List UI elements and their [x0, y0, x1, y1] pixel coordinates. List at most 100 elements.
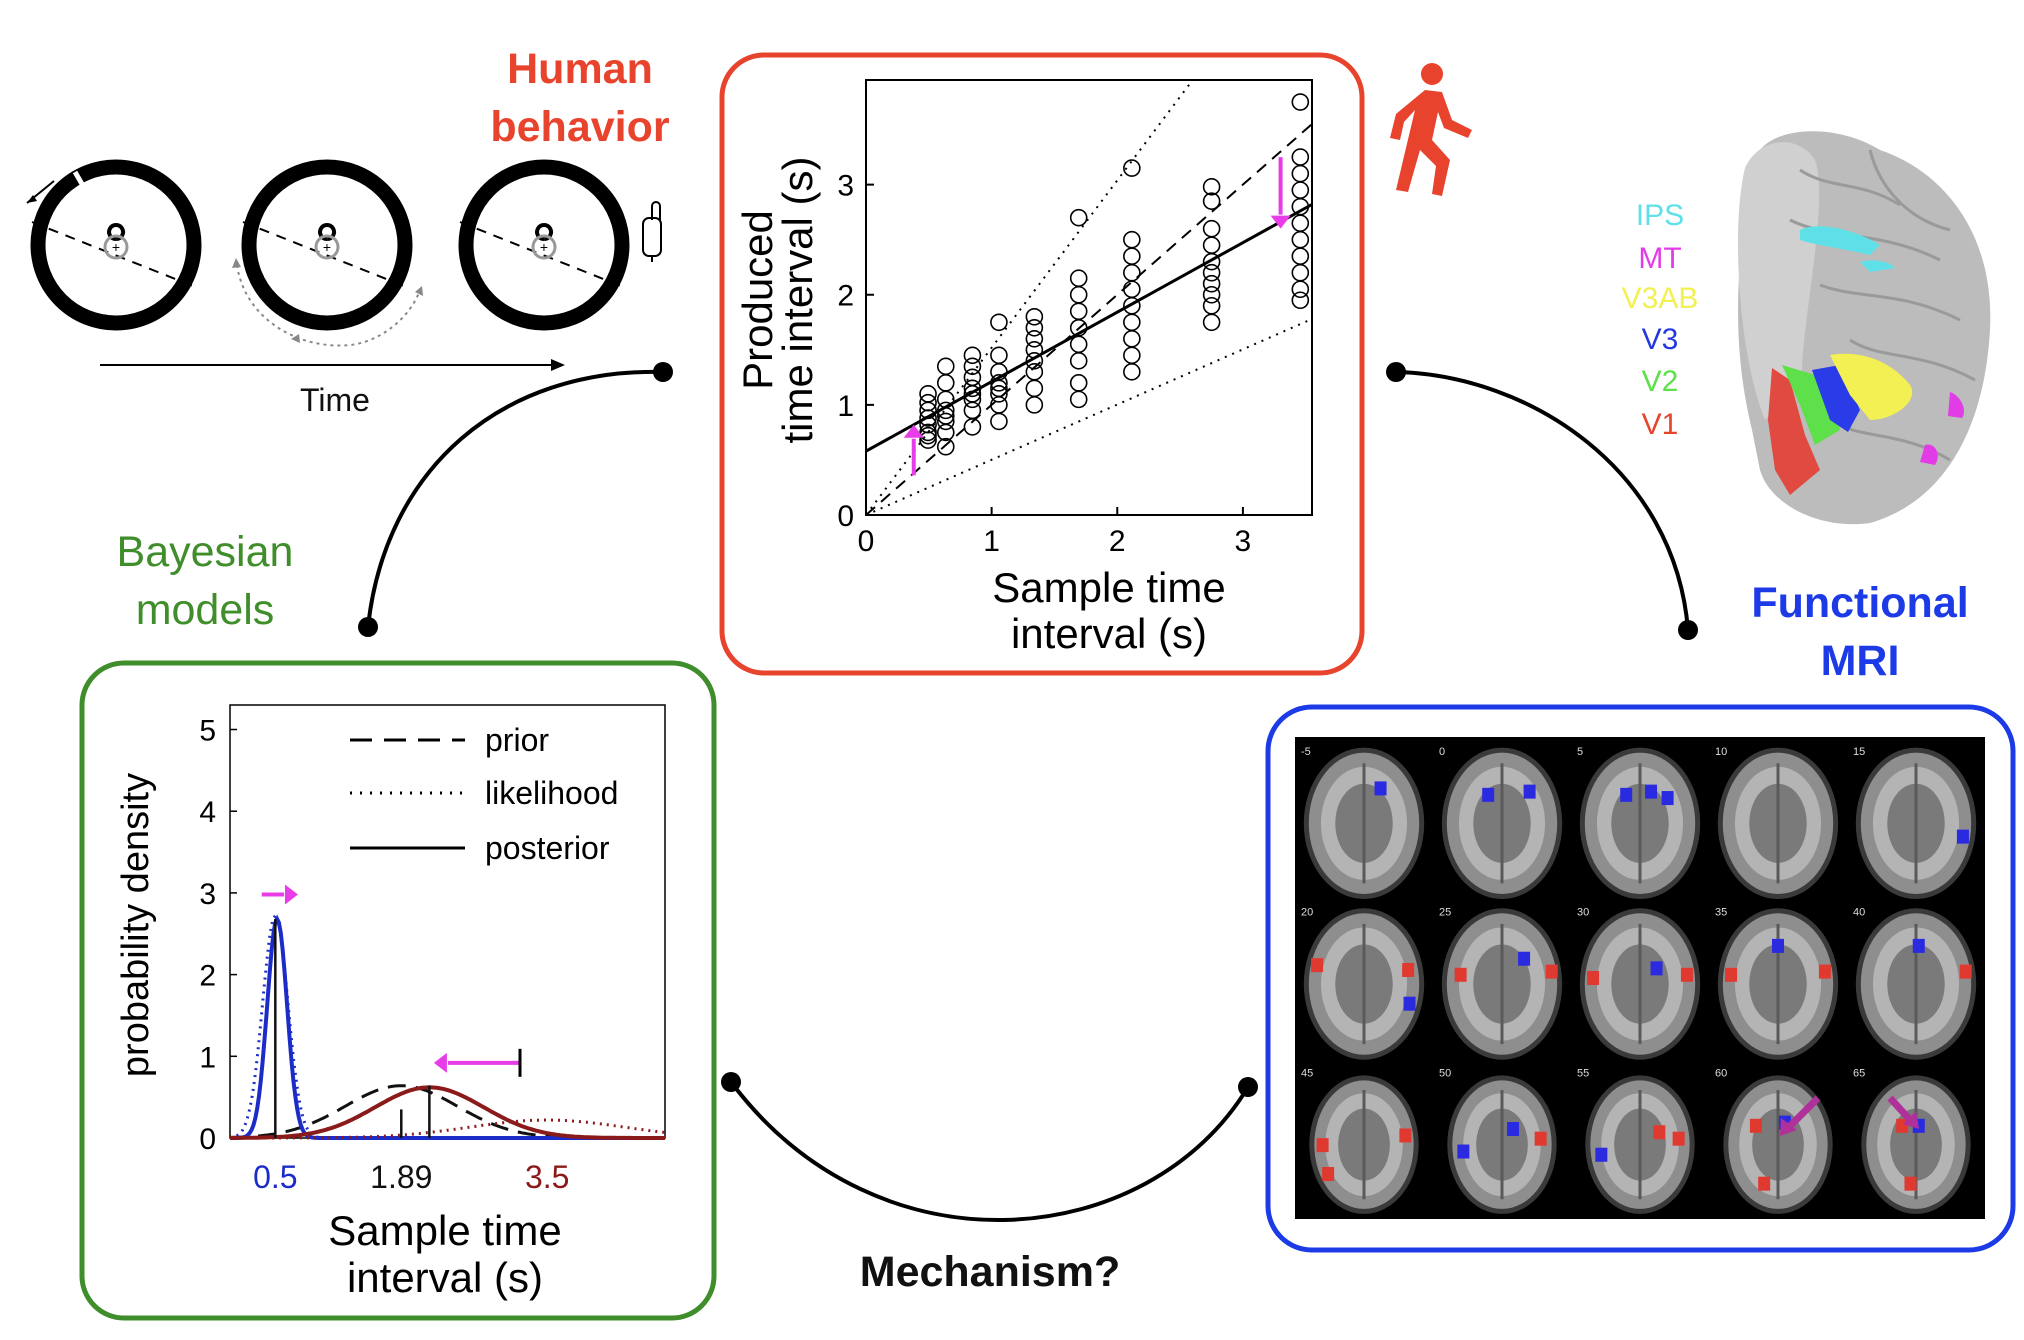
data-point	[963, 346, 982, 365]
red-activation	[1454, 967, 1467, 982]
x-tick-label: 3.5	[525, 1159, 569, 1195]
data-point	[1025, 307, 1044, 326]
mechanism-label: Mechanism?	[859, 1248, 1121, 1296]
fmri-slice-label: 0	[1439, 746, 1445, 758]
curve-likelihood-3	[230, 1118, 666, 1140]
arrow-head	[1903, 1111, 1919, 1129]
red-activation	[1311, 958, 1324, 973]
data-point	[1025, 363, 1044, 381]
connector-behavior-to-fmri	[1395, 370, 1690, 631]
red-activation	[1322, 1167, 1335, 1182]
fmri-slice-label: 30	[1577, 907, 1589, 919]
data-point	[1123, 247, 1141, 266]
data-point	[919, 393, 937, 412]
roi-v3ab	[1830, 353, 1913, 420]
data-point	[990, 346, 1008, 365]
data-point	[1123, 263, 1141, 282]
data-point	[990, 313, 1008, 332]
fmri-slice: 30	[1577, 907, 1701, 1060]
data-point	[1291, 164, 1310, 183]
fmri-panel-border	[1265, 704, 2016, 1253]
blue-activation	[1507, 1122, 1520, 1137]
roi-v3	[1812, 365, 1860, 432]
task-ring-1: +	[26, 159, 202, 331]
arrow-head	[1780, 1118, 1797, 1136]
data-point	[1123, 230, 1141, 249]
data-point	[919, 385, 937, 403]
data-point	[936, 401, 955, 420]
red-activation	[1672, 1131, 1685, 1146]
y-tick-label: 0	[199, 1123, 216, 1156]
roi-label-ips: IPS	[1636, 199, 1684, 232]
blue-activation	[1956, 829, 1969, 844]
legend-label-likelihood: likelihood	[485, 775, 618, 811]
data-point	[936, 407, 955, 425]
data-point	[936, 390, 955, 409]
blue-activation	[1912, 938, 1925, 953]
data-point	[1123, 159, 1141, 177]
data-point	[963, 385, 982, 403]
fmri-slice-label: 35	[1715, 907, 1727, 919]
fmri-slice: 50	[1439, 1067, 1557, 1214]
connector-bayes-to-behavior	[366, 369, 664, 628]
data-point	[1202, 263, 1221, 282]
blue-activation	[1595, 1147, 1608, 1162]
fmri-slice: 55	[1577, 1067, 1695, 1214]
data-point	[1202, 219, 1221, 238]
y-tick-label: 5	[199, 715, 216, 748]
task-ring-2: +	[232, 159, 423, 347]
arrow-head	[903, 424, 924, 438]
data-point	[1069, 390, 1088, 409]
data-point	[1025, 352, 1044, 370]
behavior-panel-border	[719, 52, 1365, 676]
data-point	[936, 437, 955, 456]
data-point	[1202, 274, 1221, 293]
roi-label-v3: V3	[1642, 323, 1679, 356]
data-point	[1069, 302, 1088, 321]
fmri-slice-label: 10	[1715, 746, 1727, 758]
fmri-slice-label: 20	[1301, 907, 1313, 919]
data-point	[1025, 318, 1044, 337]
bayes-y-label: probability density	[115, 773, 157, 1077]
bayes-x-label-line2: interval (s)	[347, 1254, 543, 1301]
data-point	[1123, 329, 1141, 348]
roi-label-v1: V1	[1642, 408, 1679, 441]
time-axis-label: Time	[300, 382, 370, 418]
fmri-slice-label: 50	[1439, 1067, 1451, 1079]
data-point	[1202, 236, 1221, 254]
data-point	[1202, 296, 1221, 315]
red-activation	[1749, 1118, 1762, 1133]
bayesian-models-title: Bayesian models	[90, 523, 320, 639]
curve-likelihood-1	[229, 913, 665, 1140]
blue-activation	[1650, 961, 1663, 976]
curve-posterior-2	[230, 914, 665, 1140]
behavior-y-label-line1: Produced	[734, 210, 781, 390]
fmri-slice: 10	[1715, 746, 1839, 900]
fmri-slice-label: 45	[1301, 1067, 1313, 1079]
x-tick-label: 1	[983, 525, 1000, 558]
arrow-head	[1270, 215, 1291, 229]
red-activation	[1545, 964, 1558, 979]
fmri-slice: 20	[1301, 907, 1425, 1060]
bayes-x-label-line1: Sample time	[328, 1207, 561, 1254]
roi-label-v2: V2	[1642, 365, 1679, 398]
data-point	[1025, 329, 1044, 348]
roi-mt	[1920, 392, 1965, 465]
data-point	[1291, 263, 1310, 282]
y-tick-label: 3	[199, 878, 216, 911]
red-activation	[1653, 1125, 1666, 1140]
arrow-head	[433, 1052, 447, 1073]
behavior-y-label-line2: time interval (s)	[774, 156, 821, 443]
fmri-slice-label: 40	[1853, 907, 1865, 919]
functional-mri-title: Functional MRI	[1715, 574, 2005, 690]
data-point	[1069, 374, 1088, 392]
fmri-highlight-arrow	[1785, 1095, 1821, 1131]
red-activation	[1399, 1128, 1412, 1143]
data-point	[1202, 178, 1221, 196]
x-tick-label: 1.89	[370, 1159, 432, 1195]
red-activation	[1402, 962, 1415, 977]
fmri-slice: 35	[1715, 907, 1839, 1060]
roi-ips	[1800, 226, 1880, 255]
human-behavior-title: Human behavior	[470, 40, 690, 156]
data-point	[1069, 285, 1088, 304]
